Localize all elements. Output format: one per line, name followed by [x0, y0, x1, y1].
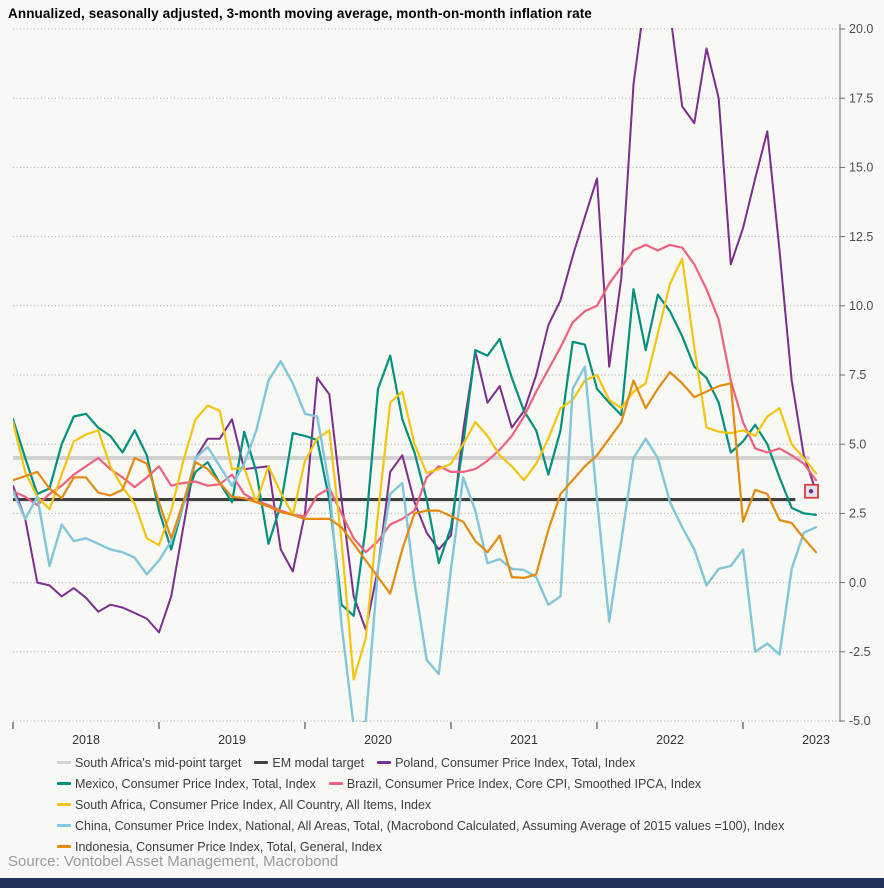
- legend-label: China, Consumer Price Index, National, A…: [75, 818, 785, 833]
- series-line-poland: [13, 28, 817, 634]
- legend-row: Indonesia, Consumer Price Index, Total, …: [57, 836, 784, 857]
- legend-label: Indonesia, Consumer Price Index, Total, …: [75, 839, 382, 854]
- chart-legend: South Africa's mid-point target EM modal …: [57, 752, 784, 857]
- legend-row: South Africa, Consumer Price Index, All …: [57, 794, 784, 815]
- legend-swatch: [57, 824, 71, 827]
- chart-title: Annualized, seasonally adjusted, 3-month…: [8, 6, 592, 21]
- y-axis-label: 15.0: [849, 161, 873, 175]
- legend-swatch: [57, 803, 71, 806]
- legend-item: China, Consumer Price Index, National, A…: [57, 819, 784, 833]
- x-axis-label: 2018: [72, 733, 100, 747]
- series-line-indonesia: [13, 371, 818, 595]
- plot-area: [13, 28, 818, 722]
- y-axis-label: 20.0: [849, 22, 873, 36]
- legend-swatch: [57, 782, 71, 785]
- series-line-brazil: [13, 243, 818, 554]
- y-axis-label: 12.5: [849, 230, 873, 244]
- legend-label: Poland, Consumer Price Index, Total, Ind…: [395, 755, 636, 770]
- y-axis-label: 0.0: [849, 576, 866, 590]
- x-axis-label: 2023: [802, 733, 830, 747]
- legend-label: South Africa, Consumer Price Index, All …: [75, 797, 432, 812]
- x-axis-label: 2019: [218, 733, 246, 747]
- legend-swatch: [57, 760, 71, 765]
- legend-item: South Africa, Consumer Price Index, All …: [57, 798, 431, 812]
- legend-label: Brazil, Consumer Price Index, Core CPI, …: [346, 776, 702, 791]
- x-axis-label: 2020: [364, 733, 392, 747]
- y-axis-label: -5.0: [849, 714, 871, 728]
- legend-item: Mexico, Consumer Price Index, Total, Ind…: [57, 777, 316, 791]
- x-axis-label: 2022: [656, 733, 684, 747]
- legend-label: Mexico, Consumer Price Index, Total, Ind…: [75, 776, 316, 791]
- legend-item: Brazil, Consumer Price Index, Core CPI, …: [328, 776, 702, 791]
- series-line-china: [13, 360, 818, 722]
- y-axis-label: 2.5: [849, 507, 866, 521]
- legend-item: South Africa's mid-point target: [57, 756, 241, 770]
- source-note: Source: Vontobel Asset Management, Macro…: [8, 853, 339, 870]
- legend-row: South Africa's mid-point target EM modal …: [57, 752, 784, 773]
- y-axis-label: -2.5: [849, 645, 871, 659]
- series-line-south-africa: [13, 257, 818, 681]
- legend-item: Indonesia, Consumer Price Index, Total, …: [57, 840, 382, 854]
- legend-item: EM modal target: [254, 756, 364, 770]
- series-line-mexico: [13, 288, 818, 617]
- inflation-chart: 20.0 17.5 15.0 12.5 10.0 7.5 5.0 2.5 0.0 -2.5 -5.0…: [12, 22, 873, 747]
- legend-swatch: [328, 782, 343, 785]
- latest-value-dot: [808, 489, 814, 494]
- legend-item: Poland, Consumer Price Index, Total, Ind…: [377, 756, 635, 770]
- y-axis-label: 10.0: [849, 299, 873, 313]
- legend-label: EM modal target: [272, 755, 365, 770]
- legend-row: China, Consumer Price Index, National, A…: [57, 815, 784, 836]
- y-axis-label: 7.5: [849, 368, 866, 382]
- legend-swatch: [57, 845, 71, 848]
- y-axis-label: 17.5: [849, 91, 873, 105]
- y-axis-label: 5.0: [849, 437, 866, 451]
- legend-row: Mexico, Consumer Price Index, Total, Ind…: [57, 773, 784, 794]
- x-axis-label: 2021: [510, 733, 538, 747]
- legend-label: South Africa's mid-point target: [75, 755, 242, 770]
- legend-swatch: [377, 761, 392, 764]
- bottom-brand-bar: [0, 878, 884, 888]
- legend-swatch: [254, 760, 269, 765]
